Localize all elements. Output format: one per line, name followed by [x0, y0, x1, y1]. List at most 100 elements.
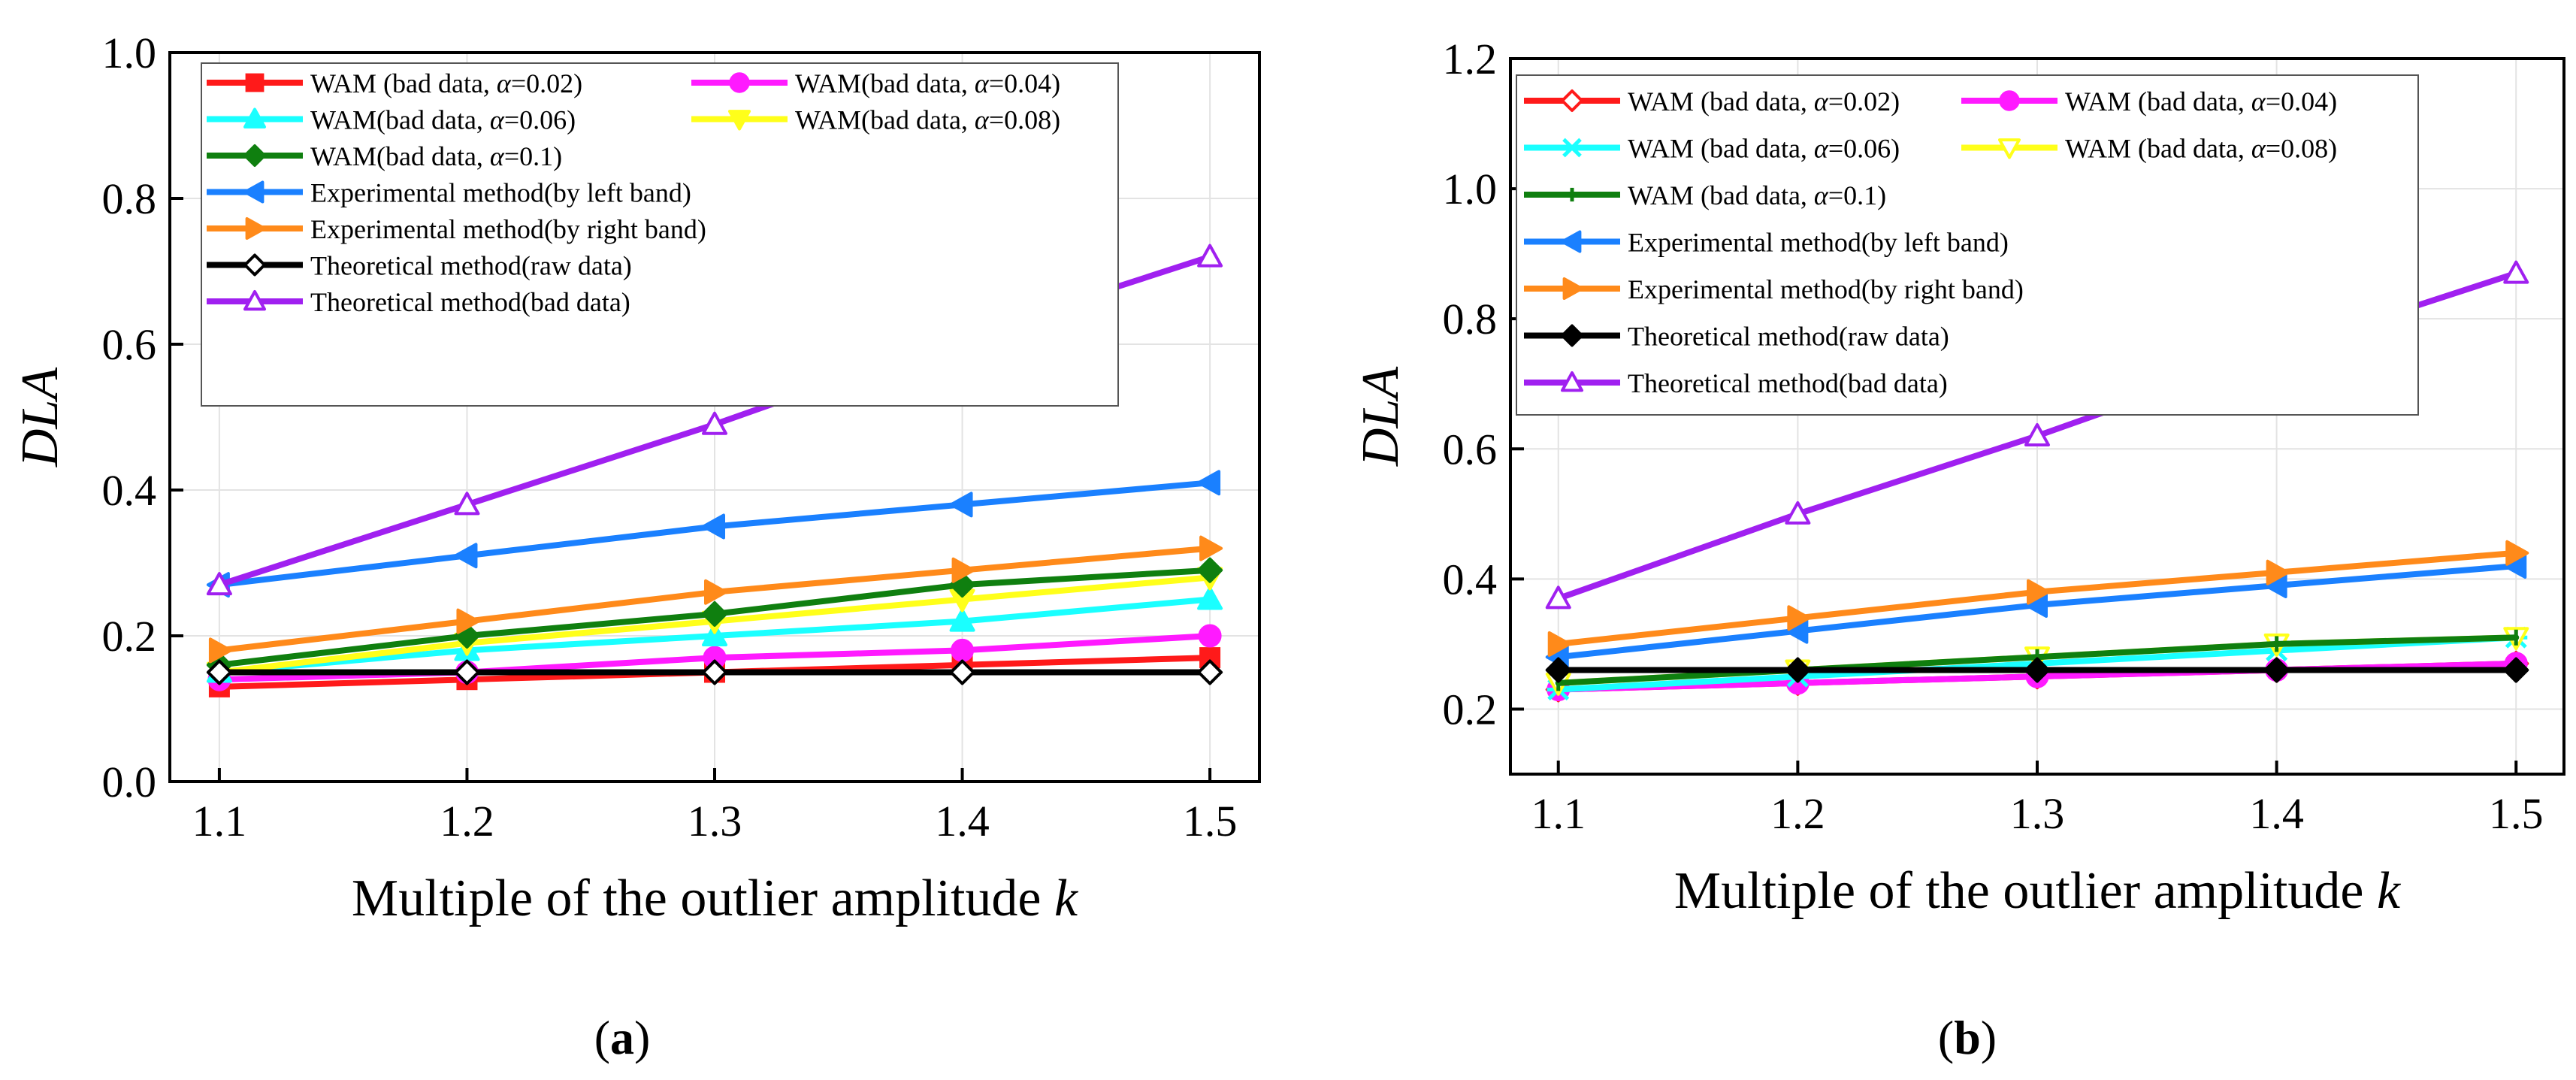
x-tick-label-b: 1.4	[2249, 789, 2304, 838]
x-tick-label-b: 1.5	[2489, 789, 2544, 838]
panel-a-chart: 0.0 0.2 0.4 0.6 0.8 1.0 1.1 1.2 1.3 1.4 1.5 Multipl…	[11, 29, 1261, 927]
data-point	[1197, 586, 1223, 610]
legend-marker	[728, 110, 751, 131]
data-point	[2024, 422, 2050, 446]
series-theoretical-method-raw-data	[206, 659, 1223, 685]
y-tick-label-b: 0.6	[1443, 425, 1498, 473]
data-point	[949, 608, 975, 632]
x-tick-label-a: 1.3	[688, 797, 742, 846]
panel-b-chart: 0.2 0.4 0.6 0.8 1.0 1.2 1.1 1.2 1.3 1.4 1.5 Multipl…	[1352, 35, 2565, 920]
data-point	[1197, 244, 1223, 268]
x-tick-label-a: 1.1	[192, 797, 247, 846]
legend-marker	[243, 144, 266, 167]
legend-label: WAM (bad data, α=0.1)	[1628, 180, 1886, 210]
plot-frame-b	[1509, 57, 2565, 776]
data-point	[702, 623, 727, 646]
data-point	[2024, 657, 2050, 683]
legend-marker	[245, 73, 265, 92]
y-tick-label-b: 0.8	[1443, 295, 1498, 343]
legend-marker	[243, 180, 265, 204]
y-tick-label-a: 1.0	[102, 29, 157, 77]
caption-a: (a)	[594, 1011, 651, 1064]
legend-label: WAM(bad data, α=0.04)	[795, 68, 1060, 98]
legend-label: WAM(bad data, α=0.08)	[795, 105, 1060, 135]
data-point	[1197, 470, 1221, 496]
data-point	[1197, 659, 1223, 685]
series-group-a	[206, 244, 1223, 697]
x-tick-label-a: 1.2	[440, 797, 494, 846]
data-point	[2505, 540, 2529, 566]
x-tick-label-b: 1.2	[1770, 789, 1825, 838]
data-point	[702, 411, 727, 435]
y-axis-title-b: DLA	[1352, 367, 1410, 467]
legend-label: Theoretical method(raw data)	[310, 251, 632, 281]
legend-label: Theoretical method(bad data)	[1628, 368, 1948, 398]
legend-label: Experimental method(by right band)	[310, 214, 706, 244]
data-point	[206, 659, 232, 685]
legend-label: WAM (bad data, α=0.06)	[1628, 134, 1900, 164]
data-point	[949, 659, 975, 685]
data-point	[1199, 535, 1223, 561]
data-point	[1545, 657, 1571, 683]
series-experimental-method-by-right-band	[1547, 540, 2529, 657]
data-point	[1785, 657, 1811, 683]
data-point	[1198, 624, 1222, 648]
legend-label: WAM (bad data, α=0.02)	[1628, 86, 1900, 116]
legend-label: WAM (bad data, α=0.08)	[2065, 134, 2337, 164]
legend-a: WAM (bad data, α=0.02) WAM(bad data, α=0.…	[201, 62, 1119, 407]
y-tick-label-b: 1.0	[1443, 165, 1498, 213]
legend-label: Theoretical method(raw data)	[1628, 322, 1949, 352]
legend-label: Theoretical method(bad data)	[310, 287, 630, 317]
legend-b: WAM (bad data, α=0.02) WAM (bad data, α=0…	[1516, 74, 2419, 416]
legend-box	[1516, 74, 2419, 416]
series-experimental-method-by-right-band	[208, 535, 1223, 664]
data-point	[1785, 501, 1811, 525]
data-point	[2266, 559, 2290, 585]
data-point	[206, 572, 232, 596]
data-point	[2027, 579, 2050, 605]
y-tick-label-a: 0.0	[102, 758, 157, 806]
legend-marker	[729, 72, 750, 93]
y-tick-label-b: 0.2	[1443, 685, 1498, 734]
data-point	[1545, 585, 1571, 610]
data-point	[704, 579, 727, 605]
legend-marker	[243, 107, 266, 129]
data-point	[702, 601, 727, 627]
data-point	[2503, 260, 2529, 284]
legend-label: Experimental method(by left band)	[310, 178, 691, 208]
data-point	[949, 492, 973, 518]
y-tick-label-b: 0.4	[1443, 555, 1498, 604]
data-point	[702, 513, 725, 540]
series-wam-bad-data-0-1	[206, 557, 1223, 678]
legend-label: WAM (bad data, α=0.04)	[2065, 86, 2337, 116]
series-group-b	[1545, 260, 2529, 703]
legend-marker	[243, 290, 266, 311]
data-point	[454, 543, 478, 569]
data-point	[456, 608, 480, 634]
y-tick-label-a: 0.8	[102, 174, 157, 223]
data-point	[208, 637, 232, 664]
data-point	[454, 492, 480, 516]
data-point	[951, 638, 975, 662]
y-tick-label-b: 1.2	[1443, 35, 1498, 83]
x-axis-title-b: Multiple of the outlier amplitude k	[1674, 862, 2402, 920]
x-tick-label-b: 1.3	[2010, 789, 2065, 838]
data-point	[702, 659, 727, 685]
x-axis-title-a: Multiple of the outlier amplitude k	[352, 870, 1079, 927]
legend-label: WAM (bad data, α=0.02)	[310, 68, 582, 98]
legend-marker	[1999, 90, 2020, 111]
x-tick-label-a: 1.4	[935, 797, 990, 846]
x-tick-label-a: 1.5	[1183, 797, 1238, 846]
legend-marker	[1561, 230, 1582, 253]
legend-marker	[245, 217, 266, 240]
legend-marker	[1561, 89, 1583, 112]
data-point	[2263, 657, 2290, 683]
legend-marker	[1561, 371, 1583, 392]
y-tick-label-a: 0.4	[102, 466, 157, 515]
data-point	[454, 659, 480, 685]
data-point	[951, 557, 975, 583]
legend-box	[201, 62, 1119, 407]
data-point	[1197, 557, 1223, 583]
y-axis-title-a: DLA	[11, 368, 69, 467]
